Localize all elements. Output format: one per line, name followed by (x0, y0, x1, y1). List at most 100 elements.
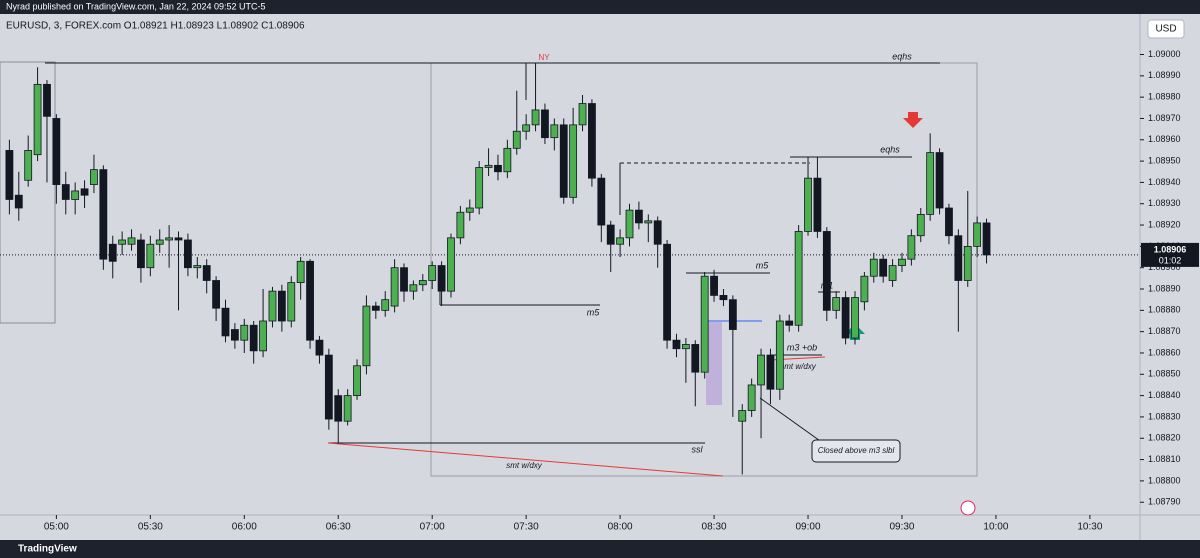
annotation: smt w/dxy (506, 461, 543, 470)
candle-body (71, 190, 80, 200)
candle-body (775, 320, 784, 390)
y-tick-label: 1.08860 (1148, 347, 1181, 357)
x-tick-label: 05:30 (138, 522, 163, 533)
candle-body (494, 164, 502, 173)
candle-body (418, 280, 427, 286)
candle-body (794, 231, 803, 326)
ob-zone (706, 322, 722, 405)
candle-body (193, 265, 202, 269)
x-tick-label: 05:00 (44, 522, 69, 533)
bottom-bar (0, 540, 1200, 558)
candle-body (118, 239, 127, 245)
candle-body (212, 280, 220, 309)
candle-body (268, 290, 277, 322)
range-box (0, 61, 56, 324)
candle-body (475, 167, 484, 209)
annotation: m5 (587, 307, 600, 317)
candle-body (353, 365, 361, 397)
candle-body (184, 239, 192, 269)
candle-body (597, 177, 606, 226)
candle-body (146, 243, 155, 269)
candle-body (33, 83, 42, 156)
candle-body (813, 177, 822, 232)
candle-body (447, 237, 455, 292)
candle-body (174, 237, 183, 241)
candle-body (249, 324, 258, 352)
candle-body (578, 103, 587, 126)
candle-body (437, 265, 446, 292)
symbol-line: EURUSD, 3, FOREX.com O1.08921 H1.08923 L… (6, 21, 305, 32)
candle-body (700, 275, 709, 373)
candle-body (296, 260, 305, 284)
candle-body (362, 305, 371, 367)
candle-body (503, 147, 512, 173)
annotation: m5 (756, 260, 769, 270)
alert-icon[interactable] (960, 500, 976, 516)
candle-body (324, 354, 333, 420)
y-tick-label: 1.08790 (1148, 497, 1181, 507)
candle-body (569, 124, 578, 198)
candle-body (221, 307, 230, 337)
y-tick-label: 1.08840 (1148, 390, 1181, 400)
candle-body (155, 239, 164, 245)
candle-body (137, 239, 145, 269)
candle-body (663, 243, 671, 341)
candle-body (719, 295, 728, 301)
candle-body (531, 109, 540, 126)
candle-body (559, 124, 568, 198)
candle-body (230, 329, 239, 341)
candle-body (785, 320, 794, 326)
currency: USD (1155, 24, 1176, 35)
candle-body (61, 184, 70, 200)
candle-body (982, 222, 991, 256)
y-tick-label: 1.08920 (1148, 219, 1181, 229)
candle-body (550, 124, 559, 139)
y-tick-label: 1.08970 (1148, 113, 1181, 123)
annotation: ssl (692, 444, 704, 454)
y-tick-label: 1.08850 (1148, 369, 1181, 379)
annotation: m3 +ob (787, 342, 817, 352)
candle-body (541, 109, 549, 139)
candle-body (428, 265, 437, 281)
candle-body (456, 211, 465, 239)
candle-body (841, 297, 850, 339)
x-tick-label: 07:30 (514, 522, 539, 533)
candle-body (400, 267, 408, 292)
candle-body (512, 130, 521, 149)
y-tick-label: 1.08830 (1148, 411, 1181, 421)
candle-body (90, 169, 98, 185)
candle-body (5, 150, 14, 200)
candle-body (522, 124, 531, 132)
y-tick-label: 1.08820 (1148, 433, 1181, 443)
annotation: eqhs (880, 144, 900, 154)
candle-body (635, 209, 643, 224)
candle-body (606, 224, 615, 245)
x-tick-label: 06:00 (232, 522, 257, 533)
candle-body (710, 275, 718, 296)
candle-body (306, 260, 314, 341)
candle-body (24, 150, 33, 181)
candle-body (653, 220, 662, 245)
candle-body (888, 265, 897, 281)
y-tick-label: 1.08980 (1148, 92, 1181, 102)
candle-body (259, 320, 267, 352)
candle-body (390, 267, 399, 307)
y-tick-label: 1.08800 (1148, 475, 1181, 485)
top-bar (0, 0, 1200, 14)
callout-box (811, 439, 901, 463)
currency-box[interactable] (1147, 19, 1185, 39)
x-tick-label: 06:30 (326, 522, 351, 533)
y-tick-label: 1.08930 (1148, 198, 1181, 208)
candle-body (945, 207, 953, 237)
candle-body (804, 177, 812, 232)
y-tick-label: 1.08880 (1148, 305, 1181, 315)
candle-body (644, 220, 653, 224)
candle-body (747, 384, 756, 411)
candle-body (926, 152, 935, 215)
candle-body (381, 299, 390, 311)
candle-body (907, 235, 916, 260)
last-price-box (1141, 242, 1199, 267)
